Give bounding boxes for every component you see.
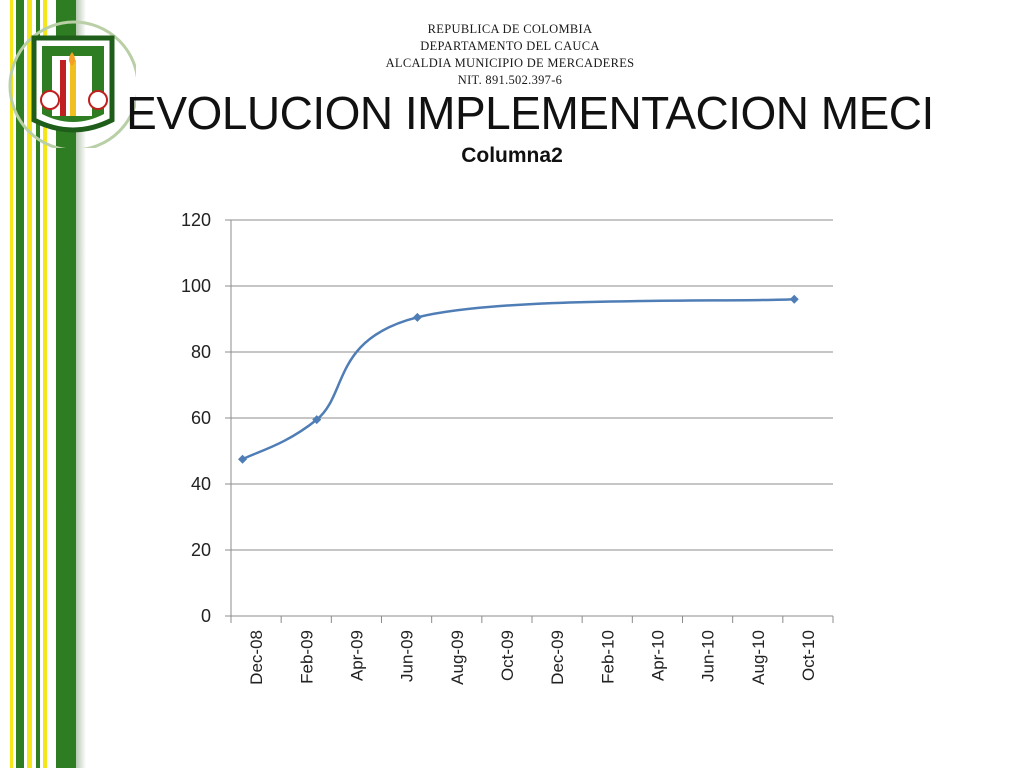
x-tick-label: Oct-10 — [799, 630, 818, 681]
x-tick-label: Feb-09 — [297, 630, 316, 684]
x-tick-label: Dec-09 — [548, 630, 567, 685]
stripe-green-3 — [56, 0, 76, 768]
y-tick-label: 40 — [191, 474, 211, 494]
stripe-yellow-2 — [27, 0, 32, 768]
stripe-green-1 — [16, 0, 24, 768]
y-tick-label: 120 — [181, 210, 211, 230]
x-tick-label: Jun-10 — [699, 630, 718, 682]
chart-title: Columna2 — [461, 144, 563, 167]
header-line-2: DEPARTAMENTO DEL CAUCA — [420, 39, 600, 53]
stripe-yellow-3 — [43, 0, 47, 768]
y-tick-label: 20 — [191, 540, 211, 560]
x-tick-label: Oct-09 — [498, 630, 517, 681]
municipal-seal-logo — [8, 20, 136, 148]
header-line-4: NIT. 891.502.397-6 — [457, 73, 563, 87]
header-line-1: REPUBLICA DE COLOMBIA — [427, 22, 593, 36]
stripe-yellow-1 — [10, 0, 13, 768]
y-tick-label: 0 — [201, 606, 211, 626]
y-tick-label: 100 — [181, 276, 211, 296]
stripe-shadow — [76, 0, 86, 768]
x-tick-label: Feb-10 — [598, 630, 617, 684]
y-tick-label: 80 — [191, 342, 211, 362]
data-point-marker — [789, 294, 799, 304]
x-tick-label: Dec-08 — [247, 630, 266, 685]
x-tick-label: Apr-10 — [648, 630, 667, 681]
x-tick-label: Aug-10 — [749, 630, 768, 685]
side-stripes — [0, 0, 90, 768]
data-point-marker — [238, 454, 248, 464]
y-tick-label: 60 — [191, 408, 211, 428]
x-tick-label: Jun-09 — [398, 630, 417, 682]
page-title: EVOLUCION IMPLEMENTACION MECI — [126, 87, 934, 139]
stripe-green-2 — [36, 0, 40, 768]
data-point-marker — [312, 415, 322, 425]
x-tick-label: Apr-09 — [347, 630, 366, 681]
header-line-3: ALCALDIA MUNICIPIO DE MERCADERES — [385, 56, 635, 70]
series-line — [241, 297, 795, 461]
data-point-marker — [412, 312, 422, 322]
x-tick-label: Aug-09 — [448, 630, 467, 685]
